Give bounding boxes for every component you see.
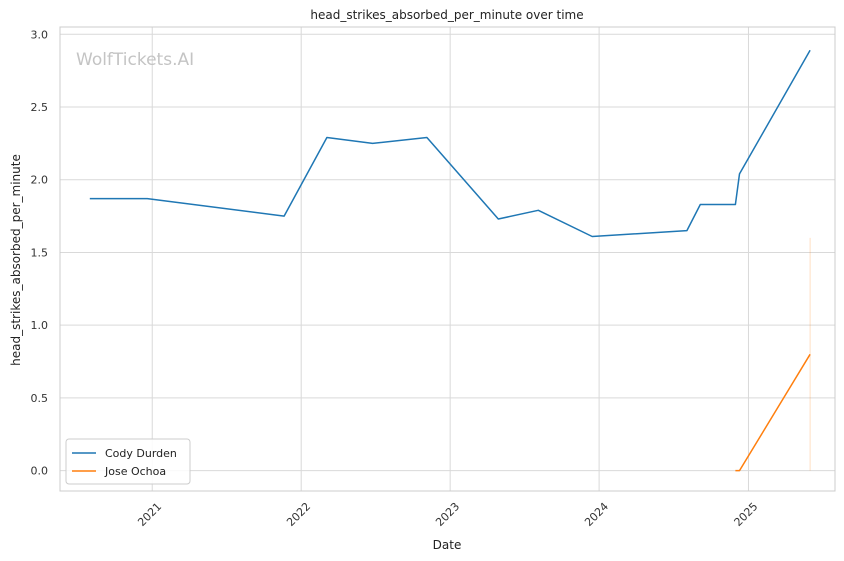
y-axis-label: head_strikes_absorbed_per_minute bbox=[9, 154, 23, 366]
y-tick-label: 0.0 bbox=[31, 465, 49, 478]
y-tick-label: 3.0 bbox=[31, 28, 49, 41]
x-axis-label: Date bbox=[433, 538, 462, 552]
legend-box bbox=[65, 438, 191, 485]
series-line-jose-ochoa bbox=[735, 353, 811, 472]
x-tick-label: 2023 bbox=[433, 500, 462, 529]
x-tick-labels: 2021 2022 2023 2024 2025 bbox=[135, 500, 760, 529]
watermark-text: WolfTickets.AI bbox=[76, 50, 194, 70]
y-tick-label: 2.5 bbox=[31, 101, 49, 114]
x-tick-label: 2025 bbox=[732, 500, 761, 529]
grid-x bbox=[151, 27, 749, 491]
x-tick-label: 2024 bbox=[582, 500, 611, 529]
y-tick-label: 1.5 bbox=[31, 246, 49, 259]
legend-label-cody-durden: Cody Durden bbox=[105, 447, 177, 460]
plot-border bbox=[59, 26, 836, 492]
series-line-cody-durden bbox=[89, 49, 811, 238]
legend-label-jose-ochoa: Jose Ochoa bbox=[104, 465, 166, 478]
plot-area bbox=[60, 27, 835, 491]
chart-title: head_strikes_absorbed_per_minute over ti… bbox=[310, 8, 583, 22]
y-tick-labels: 0.0 0.5 1.0 1.5 2.0 2.5 3.0 bbox=[31, 28, 49, 477]
y-tick-label: 1.0 bbox=[31, 319, 49, 332]
y-tick-label: 0.5 bbox=[31, 392, 49, 405]
legend: Cody Durden Jose Ochoa bbox=[65, 438, 191, 485]
y-tick-label: 2.0 bbox=[31, 174, 49, 187]
x-tick-label: 2021 bbox=[135, 500, 164, 529]
x-tick-label: 2022 bbox=[284, 500, 313, 529]
series-lines bbox=[89, 49, 811, 472]
